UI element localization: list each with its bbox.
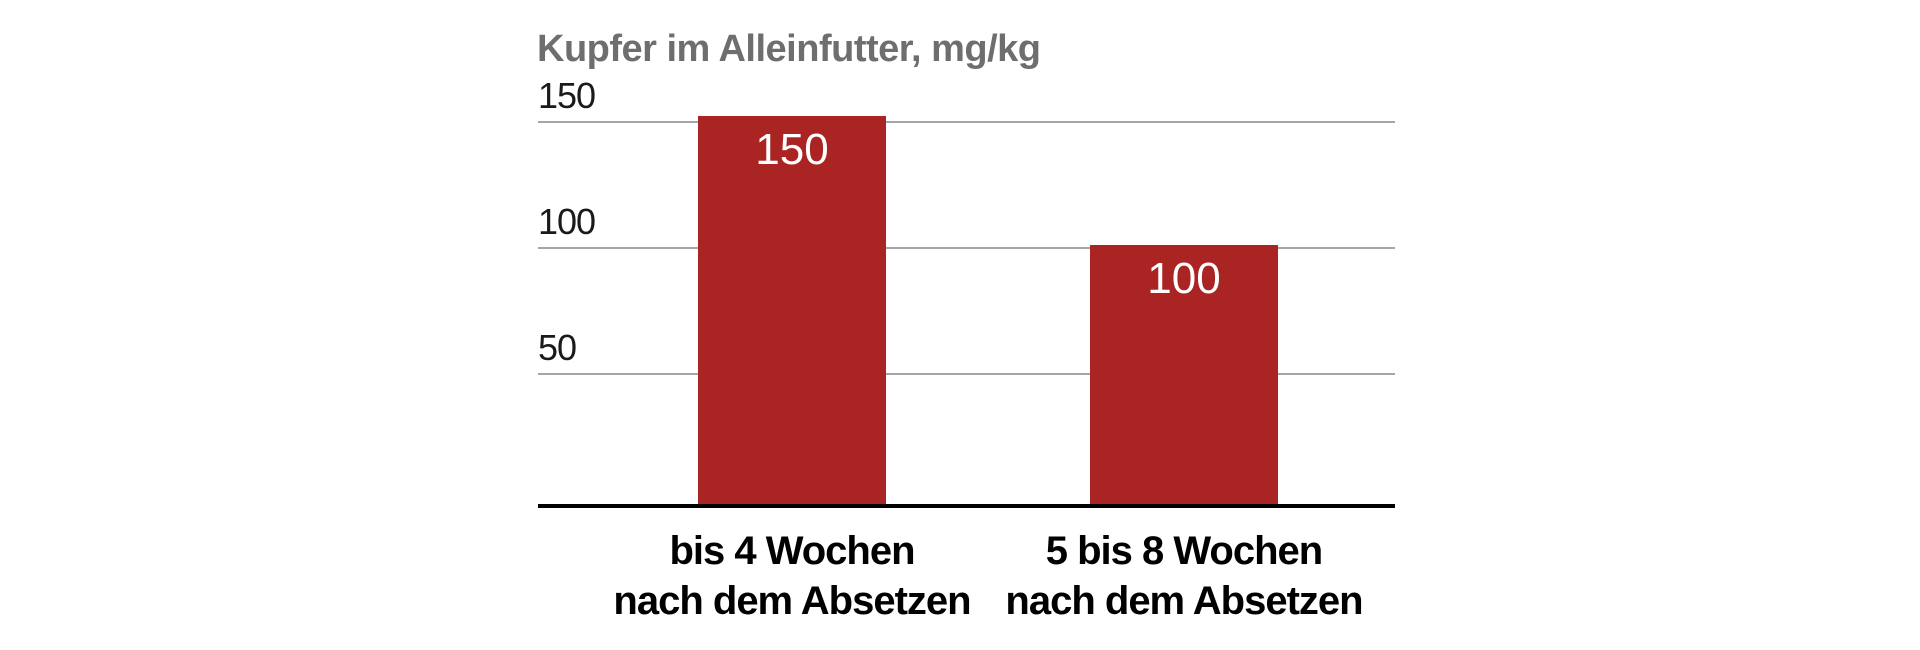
gridline-50 [538,373,1395,375]
gridline-100 [538,247,1395,249]
x-axis-line [538,504,1395,508]
y-tick-label-50: 50 [538,327,577,368]
x-category-label-1: bis 4 Wochen nach dem Absetzen [532,526,1052,626]
bar-1: 150 [698,116,886,504]
bar-value-label-1: 150 [755,125,829,174]
y-tick-label-150: 150 [538,75,596,116]
x-category-label-2: 5 bis 8 Wochen nach dem Absetzen [924,526,1444,626]
x-category-label-line: 5 bis 8 Wochen [1045,529,1323,573]
x-category-label-line: nach dem Absetzen [1005,579,1363,623]
bar-2: 100 [1090,245,1278,504]
y-tick-label-100: 100 [538,201,596,242]
chart-title: Kupfer im Alleinfutter, mg/kg [537,28,1041,70]
x-category-label-line: nach dem Absetzen [613,579,971,623]
bar-value-label-2: 100 [1147,254,1221,303]
x-category-label-line: bis 4 Wochen [669,529,915,573]
gridline-150 [538,121,1395,123]
